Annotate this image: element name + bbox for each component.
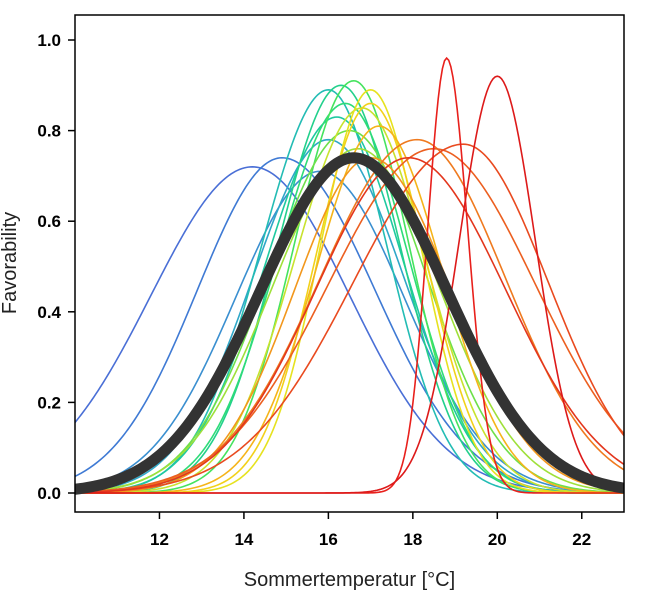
plot-frame	[74, 14, 625, 513]
y-tick-label-0.4: 0.4	[37, 303, 61, 322]
series-line-10	[75, 129, 624, 494]
x-tick-label-14: 14	[234, 530, 253, 549]
series-line-18	[75, 147, 624, 493]
x-tick-label-12: 12	[150, 530, 169, 549]
y-tick-label-0.8: 0.8	[37, 122, 61, 141]
series-line-20	[75, 156, 624, 494]
series-line-15	[75, 125, 624, 494]
mean-layer	[75, 152, 624, 495]
series-line-3	[75, 170, 624, 494]
y-axis: 0.0 0.2 0.4 0.6 0.8 1.0	[37, 31, 75, 503]
x-axis-title: Sommertemperatur [°C]	[244, 569, 455, 591]
y-axis-title: Favorability	[0, 212, 21, 314]
x-tick-label-22: 22	[572, 530, 591, 549]
x-tick-label-18: 18	[403, 530, 422, 549]
x-tick-label-16: 16	[319, 530, 338, 549]
mean-curve-line	[75, 152, 624, 495]
series-line-4	[75, 138, 624, 494]
series-line-19	[75, 143, 624, 494]
y-tick-label-0.6: 0.6	[37, 212, 61, 231]
y-tick-label-1.0: 1.0	[37, 31, 61, 50]
series-line-6	[75, 116, 624, 494]
series-line-22	[75, 75, 624, 494]
x-axis: 12 14 16 18 20 22	[150, 512, 591, 549]
series-line-17	[75, 138, 624, 494]
curves-layer	[75, 56, 624, 494]
x-tick-label-20: 20	[488, 530, 507, 549]
series-line-12	[75, 107, 624, 494]
y-tick-label-0.2: 0.2	[37, 393, 61, 412]
y-tick-label-0.0: 0.0	[37, 484, 61, 503]
series-line-11	[75, 147, 624, 493]
